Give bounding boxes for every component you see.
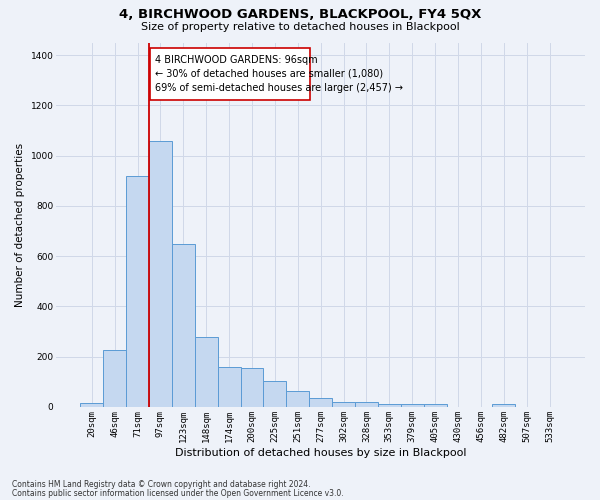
Y-axis label: Number of detached properties: Number of detached properties bbox=[15, 142, 25, 307]
FancyBboxPatch shape bbox=[150, 48, 310, 100]
Bar bbox=[172, 244, 195, 407]
Bar bbox=[126, 176, 149, 407]
Bar bbox=[263, 380, 286, 407]
Bar bbox=[493, 404, 515, 407]
Text: 4 BIRCHWOOD GARDENS: 96sqm
← 30% of detached houses are smaller (1,080)
69% of s: 4 BIRCHWOOD GARDENS: 96sqm ← 30% of deta… bbox=[155, 55, 403, 93]
Text: Contains HM Land Registry data © Crown copyright and database right 2024.: Contains HM Land Registry data © Crown c… bbox=[12, 480, 311, 489]
Bar bbox=[103, 350, 126, 407]
Bar bbox=[80, 403, 103, 407]
Bar bbox=[401, 404, 424, 407]
Text: 4, BIRCHWOOD GARDENS, BLACKPOOL, FY4 5QX: 4, BIRCHWOOD GARDENS, BLACKPOOL, FY4 5QX bbox=[119, 8, 481, 20]
Bar bbox=[309, 398, 332, 407]
Text: Size of property relative to detached houses in Blackpool: Size of property relative to detached ho… bbox=[140, 22, 460, 32]
Bar bbox=[218, 366, 241, 407]
Bar bbox=[286, 390, 309, 407]
Bar bbox=[424, 404, 446, 407]
Bar bbox=[241, 368, 263, 407]
Text: Contains public sector information licensed under the Open Government Licence v3: Contains public sector information licen… bbox=[12, 489, 344, 498]
Bar bbox=[378, 404, 401, 407]
Bar bbox=[149, 140, 172, 407]
Bar bbox=[355, 402, 378, 407]
Bar bbox=[332, 402, 355, 407]
Bar bbox=[195, 336, 218, 407]
X-axis label: Distribution of detached houses by size in Blackpool: Distribution of detached houses by size … bbox=[175, 448, 466, 458]
